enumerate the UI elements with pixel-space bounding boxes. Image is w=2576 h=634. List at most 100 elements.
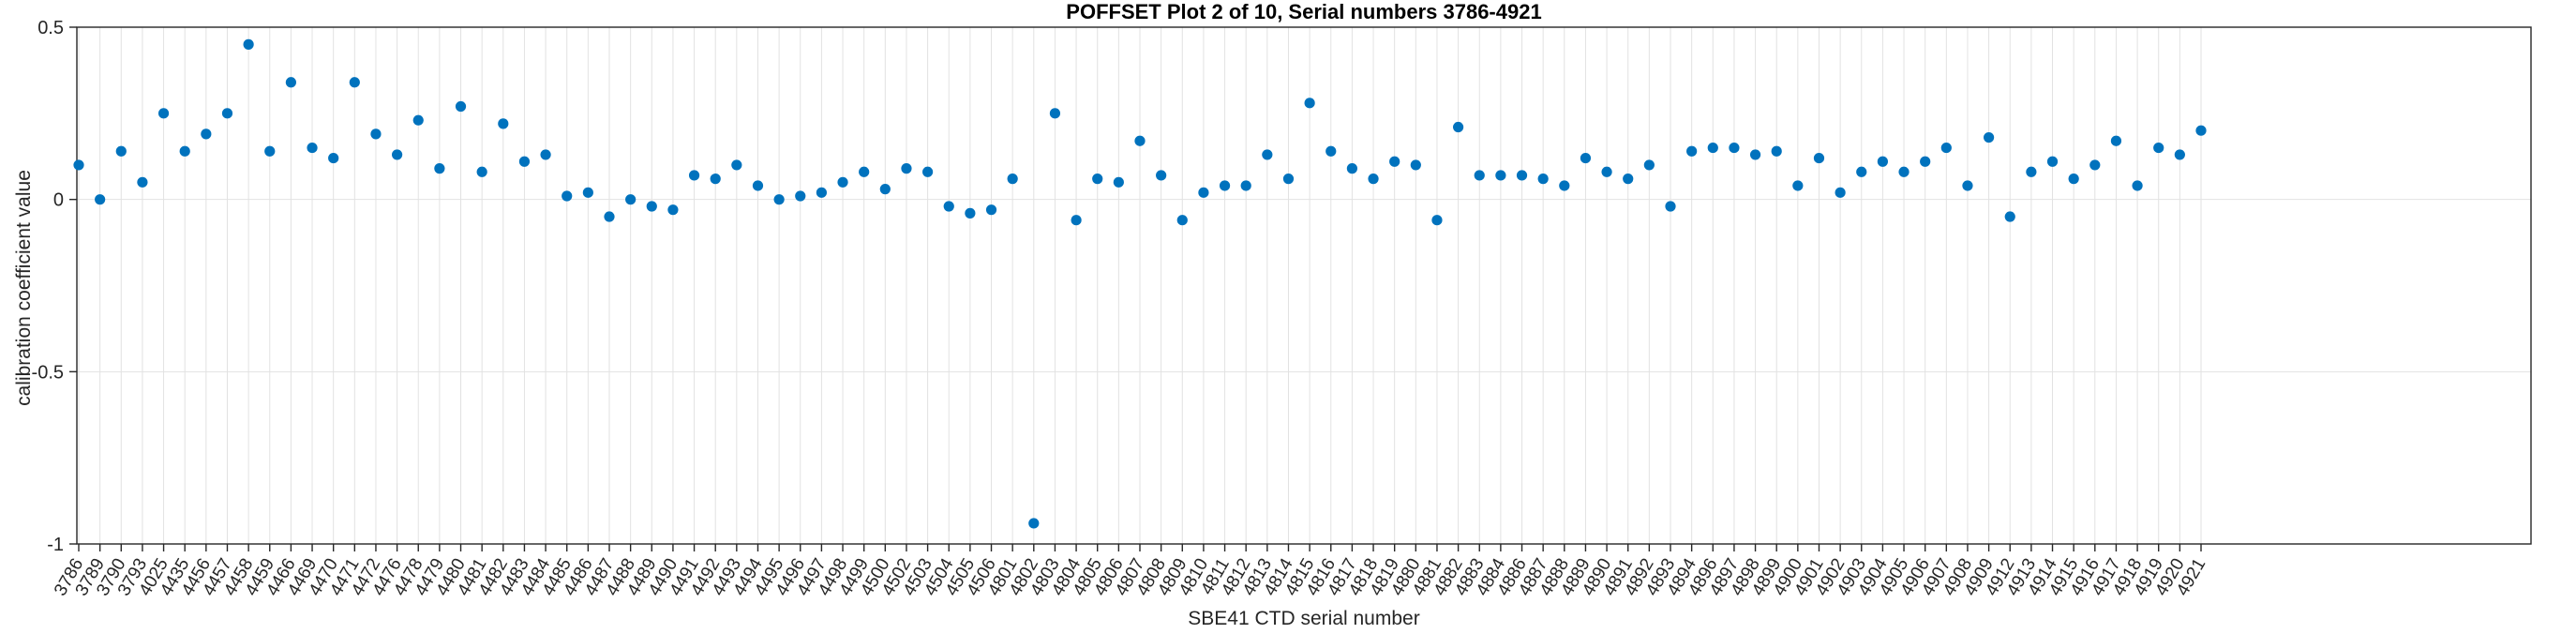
- y-tick-label: 0: [53, 190, 64, 211]
- data-point: [434, 163, 445, 174]
- data-point: [795, 190, 806, 202]
- data-point: [646, 201, 657, 212]
- data-point: [1984, 131, 1995, 143]
- data-point: [1113, 176, 1124, 188]
- data-point: [2153, 142, 2164, 154]
- data-point: [604, 211, 615, 222]
- data-point: [1940, 142, 1952, 154]
- data-point: [943, 201, 954, 212]
- data-point: [1240, 180, 1251, 191]
- data-point: [2068, 174, 2079, 185]
- x-axis-label: SBE41 CTD serial number: [1188, 608, 1420, 629]
- data-point: [2110, 135, 2122, 146]
- data-point: [667, 204, 679, 216]
- data-point: [1176, 215, 1188, 226]
- data-point: [243, 38, 254, 50]
- data-point: [922, 166, 934, 177]
- data-point: [137, 176, 148, 188]
- data-point: [412, 114, 424, 126]
- data-point: [201, 128, 212, 140]
- data-point: [1325, 145, 1337, 157]
- data-point: [476, 166, 487, 177]
- data-point: [859, 166, 870, 177]
- data-point: [1007, 174, 1018, 185]
- data-point: [1028, 518, 1040, 529]
- data-point: [157, 108, 170, 119]
- data-point: [1898, 166, 1910, 177]
- data-point: [1686, 145, 1698, 157]
- data-point: [1474, 170, 1485, 181]
- data-point: [1771, 145, 1782, 157]
- data-point: [1962, 180, 1973, 191]
- data-point: [1877, 156, 1888, 167]
- y-tick-label: 0.5: [37, 18, 64, 38]
- data-point: [2046, 156, 2059, 167]
- data-point: [837, 176, 848, 188]
- data-point: [731, 159, 742, 171]
- data-point: [1049, 108, 1061, 119]
- data-point: [370, 128, 382, 140]
- data-point: [115, 145, 127, 157]
- data-point: [2132, 180, 2143, 191]
- data-point: [2026, 166, 2037, 177]
- data-point: [688, 170, 700, 181]
- data-point: [965, 207, 976, 219]
- data-point: [1304, 98, 1315, 109]
- data-point: [285, 77, 296, 88]
- data-point: [540, 149, 551, 160]
- axes-box: [76, 26, 2532, 545]
- data-point: [1346, 163, 1357, 174]
- data-point: [710, 174, 721, 185]
- data-point: [879, 184, 891, 195]
- data-point: [1219, 180, 1231, 191]
- data-point: [1389, 156, 1400, 167]
- data-point: [2195, 125, 2207, 136]
- data-point: [1856, 166, 1867, 177]
- data-point: [582, 187, 593, 198]
- data-point: [455, 100, 467, 113]
- data-point: [2004, 211, 2015, 222]
- data-point: [2174, 149, 2185, 160]
- chart-title: POFFSET Plot 2 of 10, Serial numbers 378…: [1066, 0, 1542, 23]
- data-point: [73, 159, 84, 171]
- data-point: [349, 77, 360, 88]
- data-point: [1537, 174, 1549, 185]
- data-point: [1623, 174, 1634, 185]
- data-point: [518, 156, 531, 167]
- data-point: [773, 194, 785, 205]
- data-point: [1495, 170, 1506, 181]
- y-tick-label: -1: [47, 535, 64, 555]
- data-point: [1262, 149, 1273, 160]
- data-point: [392, 149, 403, 160]
- data-point: [816, 187, 828, 198]
- data-point: [1665, 201, 1676, 212]
- data-point: [1835, 187, 1846, 198]
- data-point: [1729, 142, 1740, 154]
- data-point: [498, 118, 509, 129]
- data-point: [1707, 142, 1718, 154]
- y-tick-label: -0.5: [32, 362, 64, 383]
- data-point: [1410, 159, 1421, 171]
- data-point: [1198, 187, 1209, 198]
- data-point: [1643, 159, 1655, 171]
- data-point: [901, 163, 912, 174]
- data-point: [1792, 180, 1804, 191]
- data-point: [95, 194, 106, 205]
- data-point: [1156, 170, 1167, 181]
- data-point: [1813, 152, 1825, 164]
- data-point: [1559, 180, 1570, 191]
- data-point: [562, 190, 573, 202]
- data-point: [1092, 174, 1103, 185]
- data-point: [1516, 170, 1528, 181]
- data-point: [264, 145, 276, 157]
- data-point: [1071, 215, 1082, 226]
- data-point: [752, 180, 764, 191]
- data-point: [1749, 149, 1761, 160]
- data-point: [1601, 166, 1612, 177]
- data-point: [307, 142, 318, 154]
- data-point: [625, 194, 637, 205]
- data-point: [179, 145, 190, 157]
- data-point: [1920, 156, 1931, 167]
